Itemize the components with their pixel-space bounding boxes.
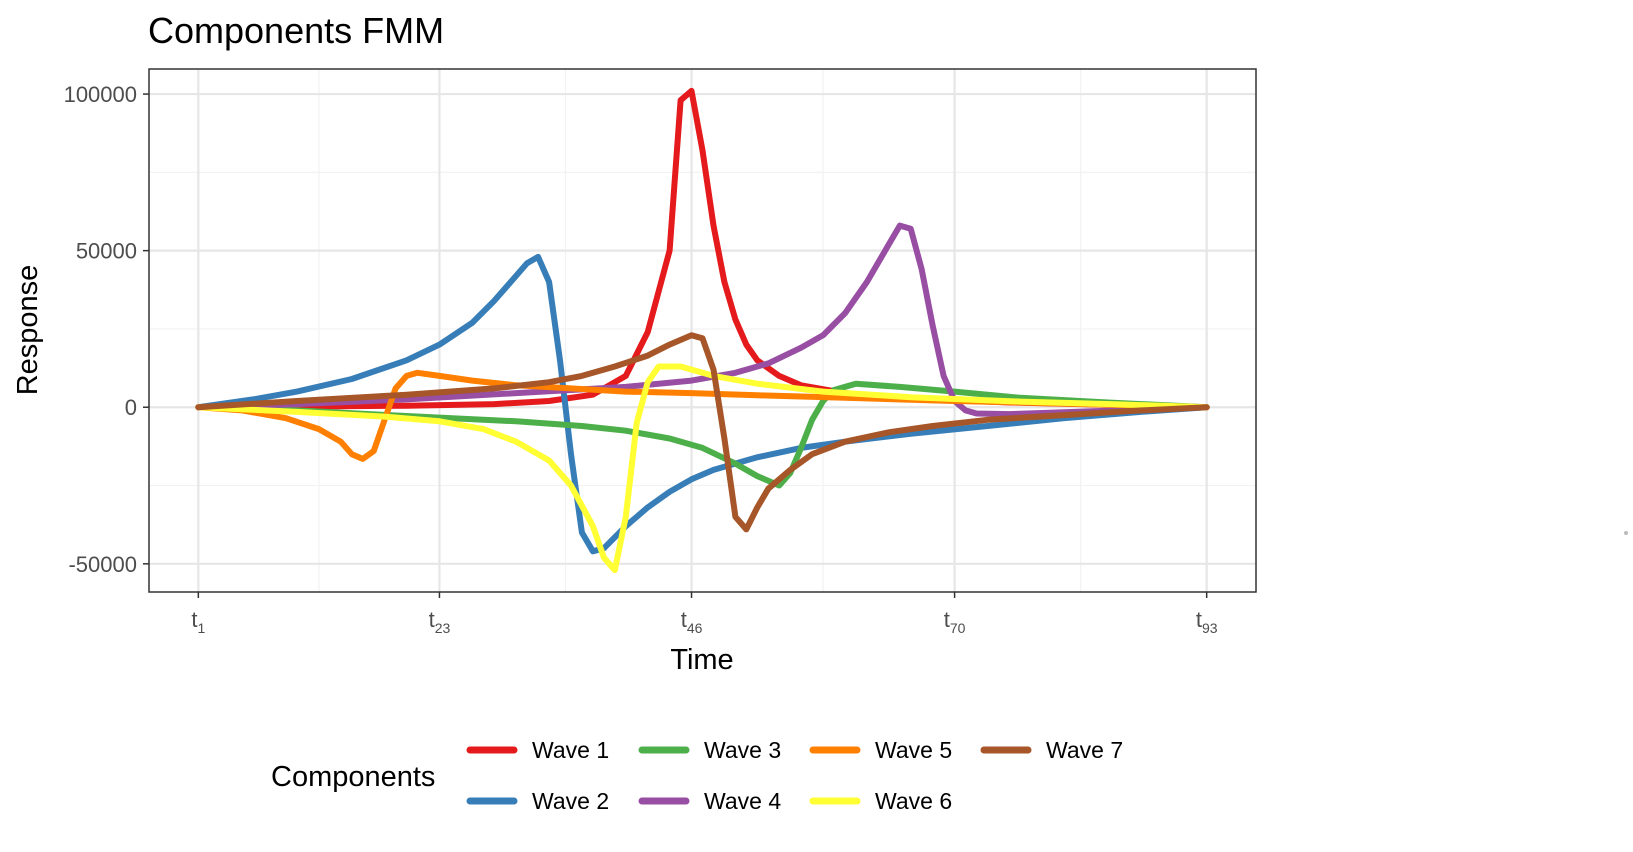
x-tick-label: t70 [944,607,966,636]
x-tick-label: t93 [1196,607,1218,636]
legend-label: Wave 5 [875,737,952,763]
chart-title: Components FMM [148,10,444,51]
legend-item-wave-7: Wave 7 [980,737,1123,763]
legend-item-wave-4: Wave 4 [638,788,781,814]
y-tick-label: 0 [125,395,137,420]
y-tick-label: 50000 [76,239,137,264]
y-axis-title: Response [12,265,44,396]
legend-title: Components [271,761,435,793]
legend-item-wave-6: Wave 6 [809,788,952,814]
legend-label: Wave 6 [875,788,952,814]
minor-grid [149,69,1256,592]
major-grid [149,69,1256,592]
series-lines [195,87,1210,574]
plot-border [148,68,1257,593]
y-tick-label: 100000 [64,82,137,107]
series-line-wave-5 [195,369,1210,462]
legend-item-wave-3: Wave 3 [638,737,781,763]
legend-label: Wave 3 [704,737,781,763]
legend-label: Wave 1 [532,737,609,763]
series-line-wave-3 [195,380,1210,489]
legend-label: Wave 4 [704,788,781,814]
x-tick-label: t23 [429,607,451,636]
legend: Wave 1 Wave 2 Wave 3 Wave 4 Wave 5 Wave 6 Wave… [466,737,1123,814]
series-line-wave-6 [195,363,1210,574]
x-tick-label: t1 [191,607,205,636]
legend-item-wave-1: Wave 1 [466,737,609,763]
legend-label: Wave 2 [532,788,609,814]
legend-label: Wave 7 [1046,737,1123,763]
y-tick-label: -50000 [68,552,137,577]
stray-dot [1624,531,1628,535]
series-line-wave-4 [195,222,1210,418]
y-axis: 100000 50000 0 -50000 [64,82,149,577]
x-axis: t1 t23 t46 t70 t93 [191,592,1218,636]
x-tick-label: t46 [681,607,703,636]
x-axis-title: Time [670,644,733,676]
series-line-wave-7 [195,332,1210,533]
legend-item-wave-2: Wave 2 [466,788,609,814]
legend-item-wave-5: Wave 5 [809,737,952,763]
